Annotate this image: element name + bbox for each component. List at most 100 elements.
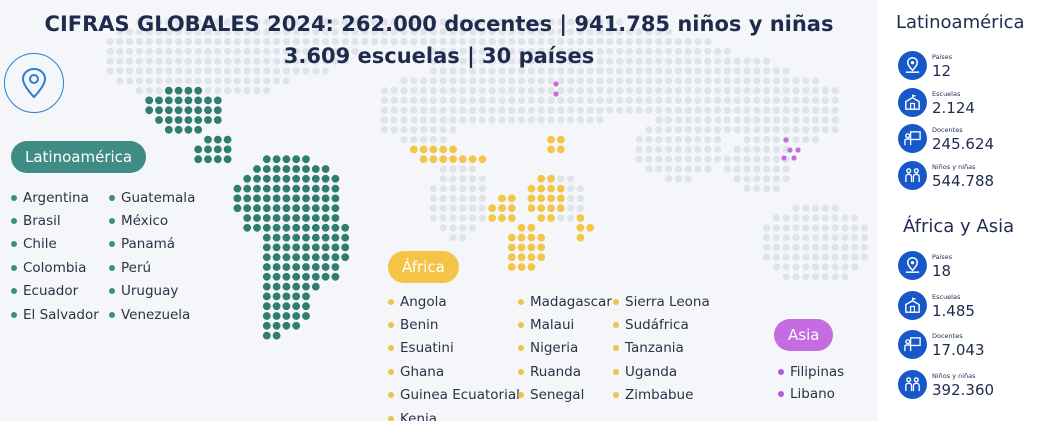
country-item: Zimbabue	[613, 384, 710, 407]
map-dot	[390, 106, 398, 114]
map-dot	[312, 47, 320, 56]
map-dot	[410, 126, 418, 134]
map-dot	[694, 106, 702, 114]
map-dot	[567, 67, 575, 75]
map-dot	[498, 57, 506, 65]
map-dot	[733, 116, 741, 124]
map-dot	[802, 116, 810, 124]
latam-map-dot	[292, 233, 301, 242]
map-dot	[772, 175, 781, 183]
map-dot	[449, 67, 457, 75]
map-dot	[224, 38, 232, 46]
africa-country-list-1: Angola Benin Esuatini Ghana Guinea Ecuatoria…	[388, 290, 520, 421]
map-dot	[821, 87, 830, 95]
map-dot	[527, 28, 536, 36]
map-dot	[625, 47, 634, 56]
latam-map-dot	[272, 253, 281, 262]
map-dot	[498, 116, 506, 124]
map-dot	[743, 67, 751, 75]
map-dot	[214, 38, 222, 46]
map-dot	[821, 126, 830, 134]
latam-map-dot	[292, 214, 301, 222]
map-dot	[792, 136, 800, 144]
map-dot	[400, 136, 408, 144]
map-dot	[508, 96, 516, 104]
map-dot	[841, 224, 849, 232]
map-dot	[439, 116, 447, 124]
bullet-icon	[518, 345, 524, 352]
map-dot	[175, 57, 183, 65]
map-dot	[459, 57, 467, 65]
map-dot	[282, 18, 290, 26]
map-dot	[204, 47, 212, 56]
map-dot	[694, 87, 702, 95]
bullet-icon	[518, 298, 524, 305]
map-dot	[821, 116, 830, 124]
map-dot	[812, 243, 820, 251]
map-dot	[184, 18, 192, 26]
latam-map-dot	[174, 86, 183, 95]
map-dot	[459, 234, 467, 242]
map-dot	[184, 67, 192, 75]
map-dot	[498, 38, 506, 46]
map-dot	[547, 47, 555, 56]
map-dot	[684, 67, 692, 75]
map-dot	[851, 243, 859, 251]
africa-country-list-3: Sierra Leona Sudáfrica Tanzania Uganda Zimba…	[613, 290, 710, 407]
map-dot	[371, 28, 379, 36]
map-dot	[410, 136, 418, 144]
map-dot	[263, 67, 271, 75]
bullet-icon	[109, 311, 115, 318]
map-dot	[400, 38, 408, 46]
africa-map-dot	[547, 145, 555, 154]
stat-label: Niños y niñas	[932, 371, 976, 380]
map-dot	[772, 214, 781, 222]
map-dot	[723, 77, 732, 85]
map-dot	[763, 106, 771, 114]
map-dot	[694, 67, 702, 75]
map-dot	[302, 18, 310, 26]
map-dot	[674, 47, 683, 56]
map-dot	[567, 57, 575, 65]
map-dot	[655, 47, 663, 56]
latam-map-dot	[204, 96, 212, 105]
map-dot	[214, 57, 222, 65]
latam-map-dot	[253, 204, 261, 213]
country-item: Malaui	[518, 313, 612, 336]
africa-map-dot	[449, 145, 457, 154]
africa-map-dot	[537, 184, 546, 193]
map-dot	[204, 38, 212, 46]
map-dot	[821, 106, 830, 114]
map-dot	[126, 28, 134, 36]
map-dot	[694, 57, 702, 65]
map-dot	[723, 155, 732, 163]
latam-map-dot	[292, 155, 301, 164]
map-dot	[596, 38, 604, 46]
map-dot	[331, 28, 339, 36]
latam-map-dot	[321, 223, 330, 232]
stat-label: Países	[932, 253, 953, 261]
map-dot	[812, 263, 820, 271]
africa-map-dot	[507, 194, 516, 203]
latam-map-dot	[253, 184, 261, 193]
map-dot	[547, 77, 555, 85]
map-dot	[400, 106, 408, 114]
map-dot	[674, 155, 683, 163]
map-dot	[204, 18, 212, 26]
map-dot	[508, 18, 516, 26]
map-dot	[449, 18, 457, 26]
map-dot	[145, 87, 153, 95]
map-dot	[772, 145, 781, 153]
map-dot	[831, 126, 839, 134]
map-dot	[831, 106, 839, 114]
map-dot	[576, 67, 585, 75]
bullet-icon	[109, 194, 115, 201]
map-dot	[478, 214, 486, 222]
map-dot	[449, 165, 457, 173]
map-dot	[508, 106, 516, 114]
map-dot	[802, 96, 810, 104]
map-dot	[567, 87, 575, 95]
region-label-latam: Latinoamérica	[11, 141, 147, 173]
map-dot	[469, 28, 477, 36]
latam-map-dot	[292, 204, 301, 213]
